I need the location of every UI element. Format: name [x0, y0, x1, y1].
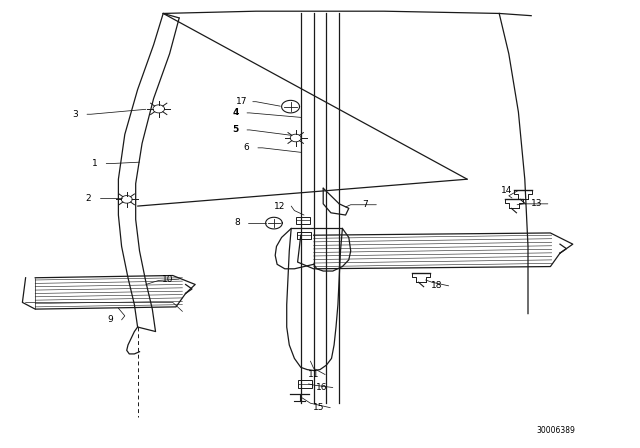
- Text: 14: 14: [501, 186, 513, 195]
- Text: 8: 8: [234, 218, 239, 227]
- Text: 2: 2: [86, 194, 91, 202]
- Text: 16: 16: [316, 383, 327, 392]
- Text: 12: 12: [274, 202, 285, 211]
- Bar: [298, 380, 312, 388]
- Bar: [297, 232, 311, 239]
- Text: 18: 18: [431, 281, 443, 290]
- Text: 5: 5: [232, 125, 239, 134]
- Text: 30006389: 30006389: [536, 426, 575, 435]
- Text: 17: 17: [236, 97, 247, 106]
- Text: 6: 6: [244, 143, 249, 152]
- Text: 13: 13: [531, 199, 542, 208]
- Text: 10: 10: [162, 275, 173, 284]
- Text: 3: 3: [73, 110, 78, 119]
- Text: 9: 9: [108, 315, 113, 324]
- Text: 7: 7: [362, 200, 367, 209]
- Text: 1: 1: [92, 159, 97, 168]
- Text: 15: 15: [313, 403, 324, 412]
- Text: 11: 11: [308, 370, 319, 379]
- Bar: [296, 217, 310, 224]
- Text: 4: 4: [232, 108, 239, 117]
